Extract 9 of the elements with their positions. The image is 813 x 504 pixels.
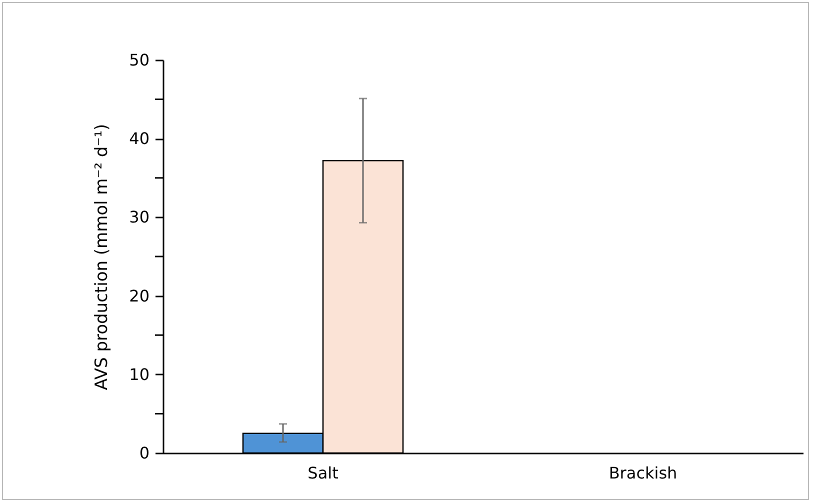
x-tick-label: Salt: [308, 464, 338, 482]
y-tick-label: 10: [129, 364, 150, 384]
x-tick-label: Brackish: [608, 464, 678, 482]
y-tick-label: 20: [129, 286, 150, 306]
y-tick-label: 30: [129, 208, 150, 227]
y-axis-title: AVS production (mmol m⁻² d⁻¹): [92, 124, 112, 390]
y-tick-label: 50: [129, 50, 150, 70]
y-tick-label: 0: [139, 444, 150, 462]
y-tick-label: 40: [129, 129, 150, 148]
